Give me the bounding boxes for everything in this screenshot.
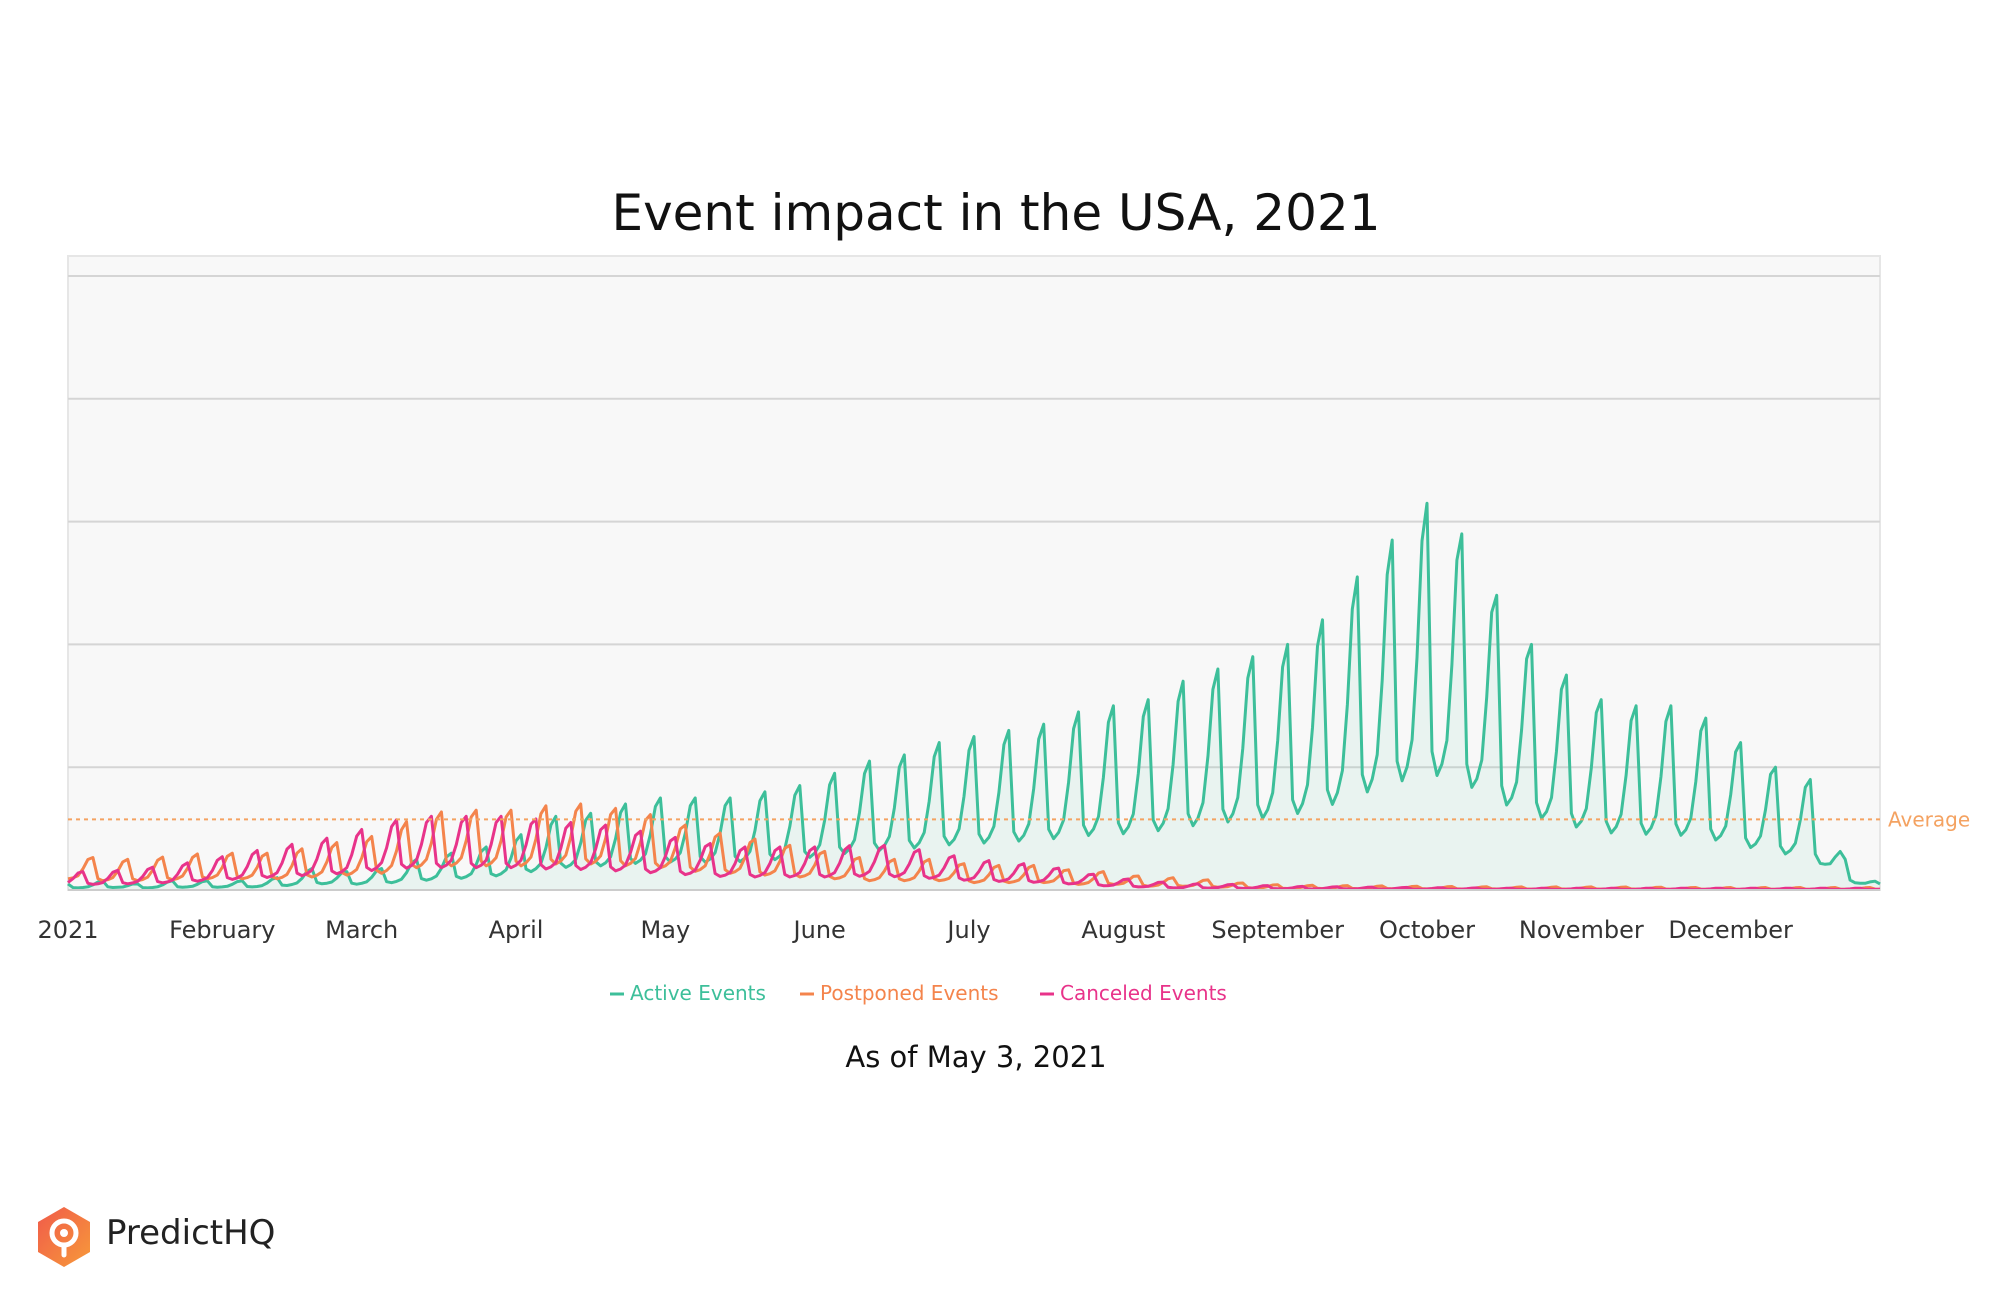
legend-item-canceled-events[interactable]: Canceled Events xyxy=(1060,981,1227,1005)
legend: Active Events Postponed Events Canceled Ev… xyxy=(610,981,1227,1005)
average-line-group: Average xyxy=(68,807,1970,831)
x-tick-label: June xyxy=(792,916,846,944)
x-tick-label: August xyxy=(1081,916,1165,944)
brand-logo: PredictHQ xyxy=(34,1205,374,1269)
x-tick-label: October xyxy=(1379,916,1475,944)
x-tick-label: November xyxy=(1519,916,1644,944)
series-lines xyxy=(67,501,1881,891)
x-tick-label: September xyxy=(1211,916,1344,944)
x-tick-label: 2021 xyxy=(37,916,98,944)
plot-area xyxy=(67,255,1881,891)
series-line-active-events xyxy=(67,501,1881,890)
x-axis-ticks: 2021 February March April May June July August S… xyxy=(37,916,1793,944)
x-tick-label: February xyxy=(169,916,275,944)
chart-subtitle: As of May 3, 2021 xyxy=(845,1040,1107,1074)
x-tick-label: May xyxy=(641,916,691,944)
x-tick-label: July xyxy=(945,916,990,944)
predicthq-logo-icon xyxy=(38,1207,90,1267)
x-tick-label: April xyxy=(489,916,544,944)
series-line-canceled-events xyxy=(67,814,1881,891)
x-tick-label: March xyxy=(325,916,398,944)
chart-title: Event impact in the USA, 2021 xyxy=(611,184,1381,242)
legend-item-active-events[interactable]: Active Events xyxy=(630,981,766,1005)
brand-name: PredictHQ xyxy=(106,1213,276,1253)
x-tick-label: December xyxy=(1668,916,1793,944)
legend-item-postponed-events[interactable]: Postponed Events xyxy=(820,981,999,1005)
series-areas xyxy=(68,503,1880,890)
average-label: Average xyxy=(1888,807,1970,831)
gridlines xyxy=(68,275,1880,769)
series-area-active-events xyxy=(68,503,1880,890)
